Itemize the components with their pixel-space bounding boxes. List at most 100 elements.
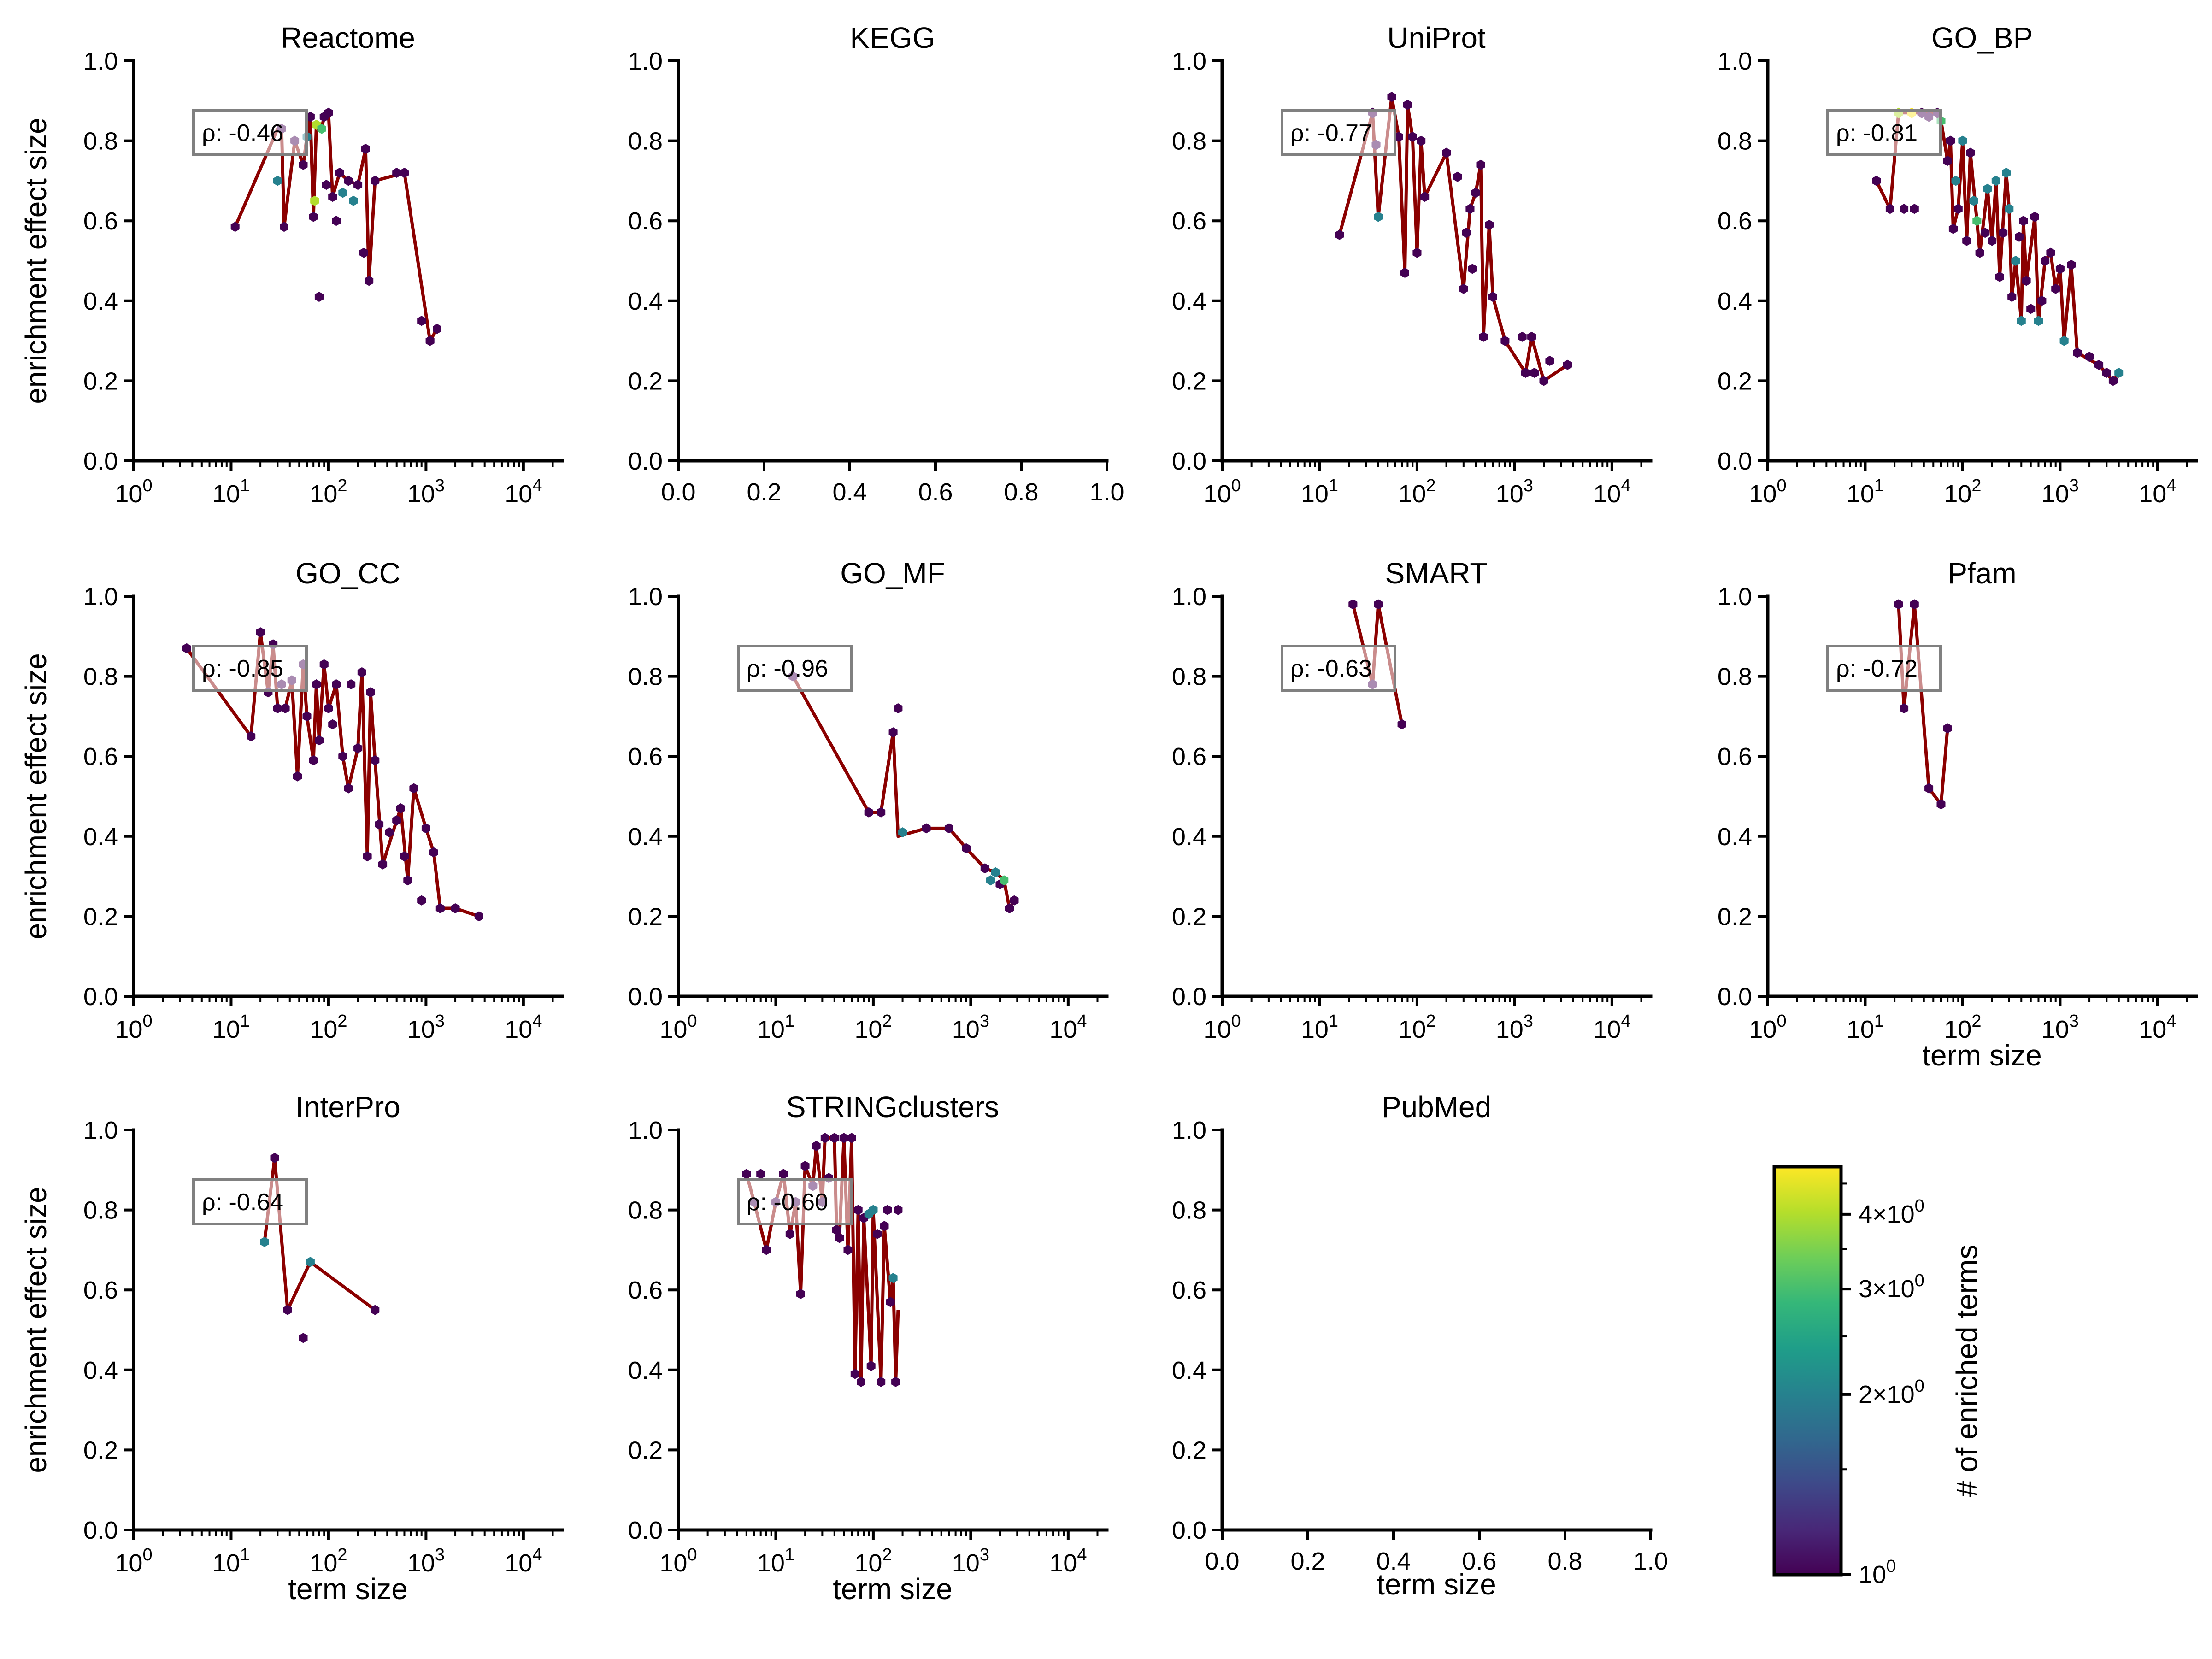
panel-go-mf: GO_MF 0.0 0.2 0.4 0.6 0.8 1.0 100 101 102 103 104 ρ:… xyxy=(628,557,1109,1043)
data-point xyxy=(1403,100,1412,110)
y-tick-label: 0.4 xyxy=(1172,288,1206,315)
data-point xyxy=(361,144,370,154)
data-point xyxy=(843,1245,853,1255)
data-point xyxy=(1545,356,1554,366)
data-point xyxy=(888,1273,898,1283)
data-point xyxy=(2019,216,2028,226)
y-tick-label: 0.8 xyxy=(1172,128,1206,155)
colorbar-tick-label: 3×100 xyxy=(1859,1271,1924,1303)
data-point xyxy=(2055,264,2065,274)
x-tick-label: 101 xyxy=(1301,1012,1338,1043)
data-point xyxy=(324,703,333,713)
data-point xyxy=(762,1245,771,1255)
rho-box xyxy=(192,645,308,692)
y-tick-label: 0.2 xyxy=(628,367,663,395)
trend-line xyxy=(745,1136,900,1384)
y-tick-label: 0.4 xyxy=(1172,823,1206,851)
x-tick-label: 102 xyxy=(854,1012,892,1043)
panel-title: Pfam xyxy=(1947,557,2016,590)
data-point xyxy=(2017,316,2026,326)
data-point xyxy=(1988,235,1997,246)
data-point xyxy=(2073,347,2082,358)
data-point xyxy=(335,168,344,178)
y-tick-label: 0.6 xyxy=(83,743,118,771)
data-point xyxy=(1924,783,1934,794)
x-tick-label: 102 xyxy=(1398,1012,1435,1043)
x-tick-label: 103 xyxy=(952,1012,989,1043)
x-tick-label: 101 xyxy=(757,1545,794,1577)
y-tick-label: 0.6 xyxy=(1172,1277,1206,1304)
data-point xyxy=(877,1377,886,1387)
y-tick-label: 1.0 xyxy=(1718,47,1752,75)
data-point xyxy=(742,1169,751,1179)
data-point xyxy=(1975,247,1984,258)
data-point xyxy=(877,807,886,818)
data-point xyxy=(991,867,1000,877)
data-point xyxy=(474,911,483,922)
data-point xyxy=(312,679,321,689)
y-tick-label: 1.0 xyxy=(83,1117,118,1144)
data-point xyxy=(400,851,409,862)
data-point xyxy=(1400,268,1409,278)
x-tick-label: 101 xyxy=(212,1545,250,1577)
y-tick-label: 0.0 xyxy=(1172,983,1206,1011)
data-point xyxy=(328,192,337,202)
y-tick-label: 0.2 xyxy=(628,903,663,930)
x-tick-label: 102 xyxy=(1944,1012,1981,1043)
data-point xyxy=(1374,599,1383,610)
data-point xyxy=(1946,135,1955,146)
y-tick-label: 0.8 xyxy=(1172,663,1206,691)
data-point xyxy=(1521,368,1530,378)
x-tick-label: 103 xyxy=(2041,1012,2079,1043)
data-point xyxy=(1408,131,1417,142)
x-tick-label: 0.0 xyxy=(1205,1547,1239,1575)
y-tick-label: 1.0 xyxy=(83,583,118,611)
x-tick-label: 100 xyxy=(1749,1012,1786,1043)
x-tick-label: 100 xyxy=(115,476,152,508)
data-point xyxy=(273,176,282,186)
data-point xyxy=(403,875,412,886)
panel-kegg: KEGG 0.0 0.2 0.4 0.6 0.8 1.0 0.0 0.2 0.4 0.6 0.8 1.0 xyxy=(628,21,1124,506)
data-point xyxy=(385,827,394,838)
y-tick-label: 0.6 xyxy=(83,207,118,235)
data-point xyxy=(986,875,995,886)
y-tick-label: 1.0 xyxy=(628,583,663,611)
data-point xyxy=(344,783,353,794)
data-point xyxy=(375,819,384,830)
data-point xyxy=(1420,192,1430,202)
data-point xyxy=(293,771,302,782)
data-point xyxy=(280,222,288,232)
data-point xyxy=(850,1369,859,1379)
y-tick-label: 0.0 xyxy=(628,983,663,1011)
x-tick-label: 104 xyxy=(2139,1012,2176,1043)
data-point xyxy=(182,643,191,653)
y-tick-label: 0.0 xyxy=(628,447,663,475)
data-point xyxy=(435,903,445,913)
panels: Reactome 0.0 0.2 0.4 0.6 0.8 1.0 100 101 102 103 10… xyxy=(19,21,2198,1606)
data-point xyxy=(1468,264,1477,274)
rho-label: ρ: -0.72 xyxy=(1836,655,1918,682)
y-tick-label: 0.6 xyxy=(628,207,663,235)
panel-reactome: Reactome 0.0 0.2 0.4 0.6 0.8 1.0 100 101 102 103 10… xyxy=(19,21,564,508)
data-point xyxy=(302,711,312,722)
x-tick-label: 0.2 xyxy=(1290,1547,1325,1575)
data-point xyxy=(417,316,426,326)
data-point xyxy=(425,335,435,346)
data-point xyxy=(344,176,353,186)
y-axis-label: enrichment effect size xyxy=(19,1187,53,1473)
data-point xyxy=(1951,176,1960,186)
y-tick-label: 0.8 xyxy=(83,1197,118,1224)
data-point xyxy=(866,1361,876,1371)
y-tick-label: 0.4 xyxy=(1172,1357,1206,1384)
data-point xyxy=(1962,235,1971,246)
y-tick-label: 0.8 xyxy=(83,663,118,691)
data-point xyxy=(270,1153,279,1163)
panel-go-bp: GO_BP 0.0 0.2 0.4 0.6 0.8 1.0 100 101 102 103 104 ρ:… xyxy=(1718,21,2198,508)
data-point xyxy=(365,276,374,286)
data-point xyxy=(247,731,256,741)
data-point xyxy=(898,827,907,838)
x-tick-label: 101 xyxy=(1847,476,1884,508)
y-tick-label: 0.8 xyxy=(1718,128,1752,155)
x-tick-label: 103 xyxy=(1496,1012,1533,1043)
data-point xyxy=(888,727,898,738)
